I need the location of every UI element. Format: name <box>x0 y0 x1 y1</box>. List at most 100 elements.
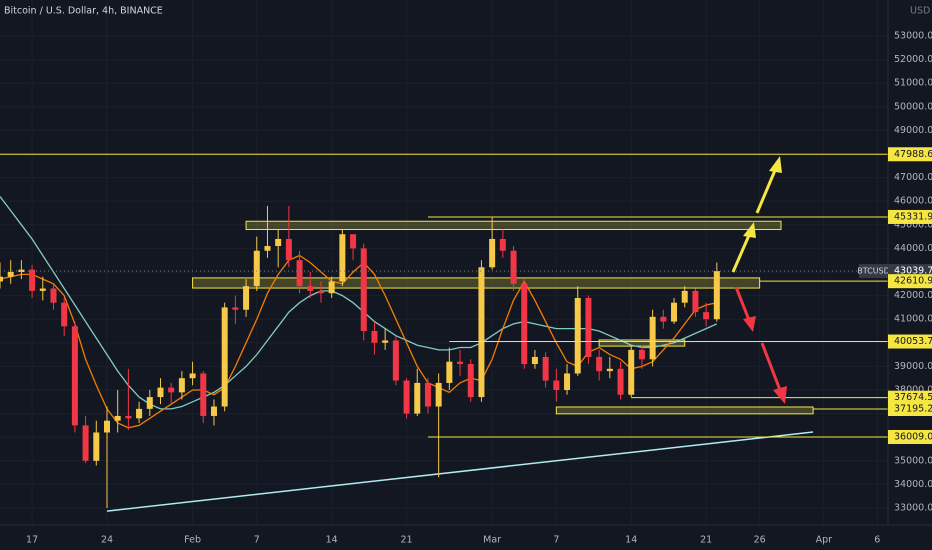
candle-body <box>317 290 324 294</box>
y-tick-label: 44000.00 <box>894 243 932 254</box>
level-box <box>888 274 932 289</box>
y-tick-label: 50000.00 <box>894 101 932 112</box>
x-tick-label: 6 <box>874 535 880 546</box>
candle-body <box>210 406 217 416</box>
symbol-label: BTCUSD <box>857 267 890 276</box>
level-label: 37674.51 <box>894 392 932 403</box>
ma-line <box>0 254 717 429</box>
candle-body <box>339 234 346 282</box>
y-tick-label: 45000.00 <box>894 219 932 230</box>
candle-body <box>531 356 538 365</box>
y-tick-label: 34000.00 <box>894 479 932 490</box>
candle-body <box>71 326 78 426</box>
y-tick-label: 46000.00 <box>894 196 932 207</box>
candle-body <box>553 380 560 391</box>
x-tick-label: 7 <box>254 535 260 546</box>
candle-body <box>103 420 110 433</box>
candle-body <box>360 248 367 332</box>
x-tick-label: 21 <box>401 535 413 546</box>
candle-body <box>713 271 720 320</box>
candle-body <box>692 290 699 313</box>
candle-body <box>243 286 250 310</box>
level-label: 42610.96 <box>894 276 932 287</box>
arrow-head <box>773 386 787 404</box>
candle-body <box>18 269 25 272</box>
candle-body <box>178 378 185 393</box>
symbol-box <box>859 264 888 279</box>
candle-body <box>350 234 357 249</box>
candle-body <box>189 373 196 379</box>
candle-body <box>446 361 453 383</box>
candle-body <box>296 260 303 287</box>
candle-body <box>596 356 603 372</box>
ma-line <box>0 196 718 410</box>
candle-body <box>478 267 485 398</box>
level-box <box>888 401 932 416</box>
candle-body <box>29 269 36 291</box>
x-tick-label: 7 <box>553 535 559 546</box>
candle-body <box>403 380 410 414</box>
arrow-head <box>743 222 756 238</box>
level-box <box>888 209 932 224</box>
level-label: 36009.09 <box>894 431 932 442</box>
candle-body <box>489 238 496 268</box>
plot-layer <box>0 153 888 512</box>
x-tick-label: Apr <box>816 535 833 546</box>
y-tick-label: 38000.00 <box>894 385 932 396</box>
candle-body <box>82 425 89 461</box>
candle-body <box>285 238 292 261</box>
zone <box>555 406 814 415</box>
candle-body <box>39 288 46 291</box>
candle-body <box>275 238 282 247</box>
x-tick-label: 14 <box>326 535 338 546</box>
candle-body <box>50 288 57 303</box>
y-tick-label: 51000.00 <box>894 78 932 89</box>
arrow-down <box>734 286 751 321</box>
y-tick-label: 39000.00 <box>894 361 932 372</box>
candle-body <box>253 250 260 287</box>
candle-body <box>467 364 474 398</box>
arrow-down <box>760 342 782 391</box>
arrow-head <box>769 156 782 173</box>
level-label: 45331.94 <box>894 211 932 222</box>
candle-body <box>499 238 506 251</box>
candle-body <box>328 281 335 294</box>
level-label: 47988.68 <box>894 149 932 160</box>
candle-body <box>200 373 207 416</box>
candle-body <box>221 307 228 407</box>
candle-body <box>457 361 464 365</box>
x-tick-label: 17 <box>26 535 38 546</box>
candle-body <box>585 297 592 357</box>
candle-body <box>703 312 710 320</box>
candle-body <box>93 432 100 461</box>
candle-body <box>628 349 635 395</box>
level-label: 40053.75 <box>894 336 932 347</box>
candle-body <box>382 340 389 343</box>
candle-body <box>542 356 549 381</box>
x-tick-label: Mar <box>483 535 501 546</box>
time-axis-bg <box>0 525 932 550</box>
y-tick-label: 35000.00 <box>894 455 932 466</box>
candle-body <box>564 373 571 391</box>
zone <box>245 220 782 231</box>
price-label: 43039.73 <box>894 266 932 277</box>
candle-body <box>435 382 442 407</box>
candle-body <box>7 271 14 277</box>
candle-body <box>307 286 314 291</box>
candle-body <box>114 415 121 421</box>
x-tick-label: 24 <box>101 535 113 546</box>
candle-body <box>606 368 613 372</box>
candle-body <box>649 316 656 360</box>
x-tick-label: Feb <box>184 535 201 546</box>
candle-body <box>136 408 143 419</box>
candle-body <box>157 387 164 398</box>
x-tick-label: 21 <box>700 535 712 546</box>
arrow-head <box>743 316 756 332</box>
level-label: 37195.20 <box>894 403 932 414</box>
candle-body <box>264 246 271 251</box>
